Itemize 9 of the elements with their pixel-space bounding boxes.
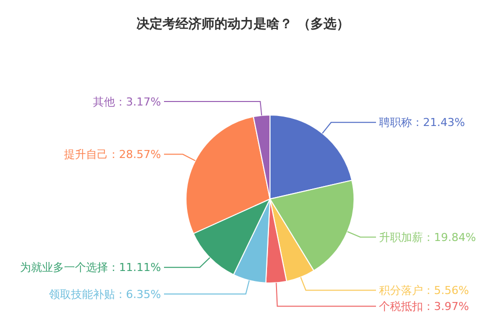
chart-title: 决定考经济师的动力是啥？ （多选） bbox=[136, 16, 350, 32]
slice-label: 其他：3.17% bbox=[93, 95, 161, 108]
slice-label: 提升自己：28.57% bbox=[64, 148, 161, 162]
slice-label: 领取技能补贴：6.35% bbox=[49, 288, 161, 301]
slice-label: 个税抵扣：3.97% bbox=[379, 300, 469, 314]
slice-label: 积分落户：5.56% bbox=[379, 284, 469, 298]
slice-label: 为就业多一个选择：11.11% bbox=[20, 261, 161, 274]
slice-label: 聘职称：21.43% bbox=[379, 116, 465, 130]
slice-label: 升职加薪：19.84% bbox=[379, 230, 476, 244]
